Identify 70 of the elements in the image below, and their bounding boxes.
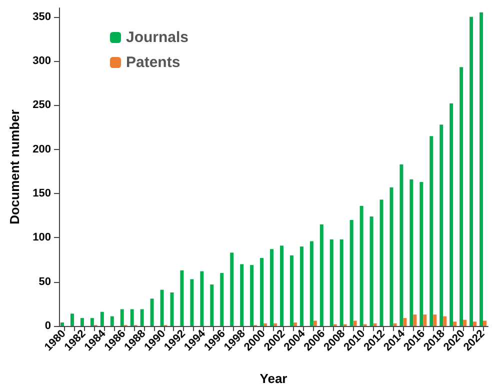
bar: [290, 255, 294, 326]
bar: [360, 206, 364, 326]
bar: [293, 322, 297, 326]
bar: [230, 252, 234, 326]
bar: [400, 164, 404, 326]
bar: [483, 320, 487, 326]
bar: [370, 216, 374, 326]
bar: [350, 220, 354, 326]
bar: [480, 12, 484, 326]
bar: [70, 314, 74, 326]
bar: [450, 103, 454, 326]
bar: [423, 314, 427, 326]
bar: [433, 314, 437, 326]
bar: [410, 179, 414, 326]
bar: [340, 239, 344, 326]
bar: [160, 290, 164, 326]
bar: [80, 318, 84, 326]
bar: [453, 322, 457, 326]
y-tick-label: 250: [32, 99, 51, 112]
y-tick-label: 150: [32, 188, 51, 200]
bar: [390, 187, 394, 326]
bar: [300, 246, 304, 326]
bar: [90, 318, 94, 326]
bar: [473, 322, 477, 326]
bar: [470, 16, 474, 326]
bar: [250, 265, 254, 326]
bar: [130, 309, 134, 326]
bar: [313, 320, 317, 326]
bar: [190, 279, 194, 326]
bar: [430, 136, 434, 326]
y-tick-label: 100: [32, 232, 51, 244]
bar: [373, 323, 377, 326]
bar: [140, 309, 144, 326]
bar: [120, 309, 124, 326]
bar: [420, 182, 424, 326]
y-tick-label: 200: [32, 143, 51, 156]
bar: [443, 316, 447, 326]
bar: [413, 314, 417, 326]
legend-label: Patents: [126, 54, 180, 71]
bar: [210, 284, 214, 326]
bar: [270, 249, 274, 326]
bar: [260, 258, 264, 326]
bar: [353, 320, 357, 326]
legend-label: Journals: [126, 29, 189, 46]
bar: [100, 312, 104, 326]
y-axis-title: Document number: [7, 110, 22, 224]
bar: [220, 273, 224, 326]
bar: [440, 124, 444, 326]
bar: [330, 239, 334, 326]
bar: [60, 322, 64, 326]
bar: [274, 323, 277, 326]
x-axis-title: Year: [260, 371, 288, 386]
bar: [393, 323, 397, 326]
bar: [180, 270, 184, 326]
bar: [240, 264, 244, 326]
y-tick-label: 300: [32, 55, 51, 67]
bar: [310, 241, 314, 326]
bar: [460, 67, 464, 326]
bar: [320, 224, 324, 326]
bar: [200, 271, 204, 326]
y-tick-label: 350: [32, 10, 51, 23]
bar: [264, 323, 268, 326]
bar: [280, 246, 284, 326]
bar: [403, 318, 407, 326]
bar: [170, 292, 174, 326]
y-tick-label: 0: [44, 320, 51, 332]
y-tick-label: 50: [38, 276, 51, 288]
bar: [463, 320, 467, 326]
bar: [150, 298, 154, 326]
bar: [110, 316, 114, 326]
